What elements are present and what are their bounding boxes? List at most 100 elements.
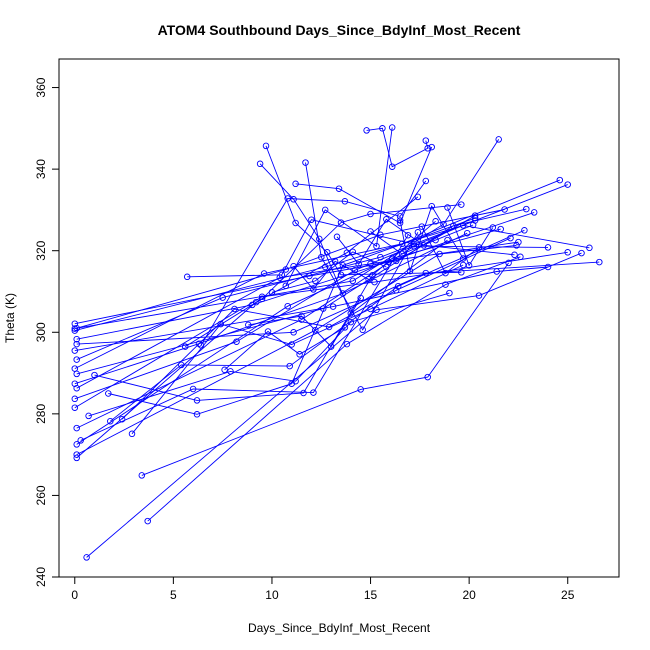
trajectory-line	[271, 251, 387, 293]
data-point	[493, 268, 500, 275]
data-point	[422, 177, 430, 185]
data-point	[530, 209, 538, 216]
data-point	[258, 295, 266, 303]
data-point	[327, 343, 335, 350]
trajectory-line	[399, 205, 464, 273]
data-point	[507, 234, 514, 242]
data-point	[219, 294, 226, 301]
data-point	[459, 222, 467, 229]
data-point	[428, 143, 435, 151]
data-point	[505, 259, 512, 267]
data-point	[383, 216, 390, 223]
data-point	[371, 278, 378, 286]
data-point	[316, 235, 323, 243]
data-point	[71, 380, 79, 387]
data-point	[284, 302, 291, 310]
trajectory-line	[76, 211, 535, 340]
x-tick-label: 5	[170, 588, 177, 602]
data-point	[367, 260, 374, 268]
data-point	[495, 136, 502, 143]
data-point	[217, 320, 224, 328]
data-point	[71, 325, 79, 332]
data-point	[85, 412, 92, 420]
data-point	[308, 216, 315, 223]
trajectory-line	[421, 226, 480, 274]
data-point	[183, 273, 191, 281]
data-point	[197, 342, 205, 349]
trajectory-line	[74, 251, 568, 409]
data-point	[404, 231, 412, 239]
data-point	[363, 127, 370, 134]
data-point	[312, 326, 319, 334]
data-point	[388, 124, 396, 131]
trajectory-line	[108, 217, 476, 415]
data-point	[290, 262, 297, 270]
data-point	[379, 125, 386, 132]
data-point	[458, 201, 465, 208]
data-point	[414, 193, 422, 201]
data-point	[556, 176, 564, 184]
data-point	[523, 205, 530, 213]
data-point	[367, 305, 374, 313]
trajectory-line	[224, 327, 346, 371]
data-point	[475, 244, 483, 251]
data-point	[544, 263, 552, 271]
data-point	[365, 276, 372, 283]
data-point	[513, 242, 520, 249]
data-point	[367, 210, 374, 218]
data-point	[73, 340, 80, 348]
data-point	[410, 240, 418, 248]
data-point	[424, 373, 431, 381]
data-point	[394, 282, 402, 290]
x-tick-label: 15	[364, 588, 378, 602]
trajectory-line	[74, 220, 476, 400]
data-point	[392, 287, 400, 294]
trajectory-line	[447, 207, 494, 267]
data-point	[71, 347, 79, 354]
data-point	[357, 386, 364, 393]
data-point	[195, 340, 203, 347]
y-tick-label: 360	[34, 77, 48, 97]
data-point	[71, 404, 79, 411]
data-point	[107, 417, 114, 425]
data-point	[296, 351, 303, 358]
y-tick-label: 340	[34, 159, 48, 179]
data-point	[329, 303, 337, 310]
data-point	[278, 271, 286, 279]
trajectory-line	[248, 297, 362, 348]
data-point	[351, 267, 359, 274]
data-point	[471, 212, 479, 219]
x-axis: 0 5 10 15 20 25	[71, 576, 575, 602]
trajectory-line	[366, 127, 429, 168]
data-point	[245, 321, 252, 329]
data-point	[442, 281, 449, 288]
trajectory-line	[76, 261, 600, 345]
data-point	[288, 341, 295, 348]
data-point	[268, 289, 276, 296]
data-point	[392, 257, 400, 265]
trajectory-line	[74, 266, 549, 352]
data-point	[396, 217, 404, 224]
y-tick-label: 320	[34, 240, 48, 260]
data-point	[418, 223, 426, 230]
data-point	[422, 137, 430, 144]
data-point	[252, 298, 260, 306]
data-point	[258, 293, 266, 301]
data-point	[233, 338, 240, 345]
data-point	[444, 236, 451, 244]
data-point	[521, 227, 528, 234]
data-point	[347, 310, 355, 317]
data-point	[300, 389, 307, 397]
data-point	[319, 305, 327, 312]
data-point	[339, 262, 347, 269]
data-point	[71, 395, 79, 403]
data-point	[367, 228, 374, 235]
data-point	[373, 242, 380, 250]
data-point	[292, 219, 299, 227]
data-point	[489, 224, 497, 231]
data-point	[71, 320, 79, 327]
data-point	[463, 229, 471, 237]
trajectory-line	[74, 224, 590, 332]
trajectory-line	[74, 232, 468, 385]
